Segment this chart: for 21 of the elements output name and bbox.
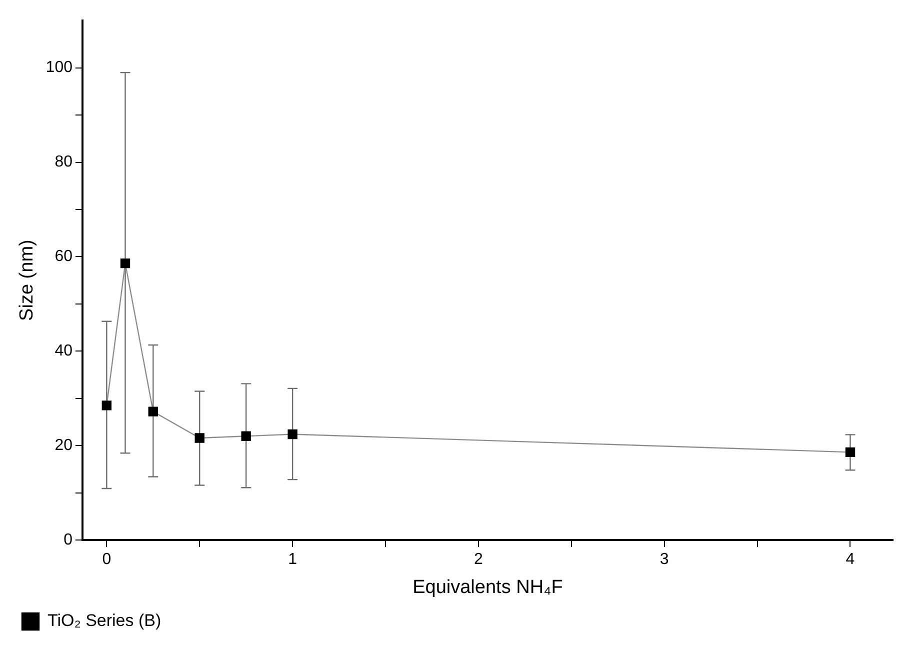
x-tick-label: 3 [660, 551, 669, 568]
y-tick-label: 20 [54, 436, 73, 454]
y-tick-label: 100 [46, 59, 73, 76]
x-tick-label: 1 [288, 551, 298, 568]
point [845, 447, 856, 458]
y-tick-label: 0 [64, 531, 73, 548]
point [148, 406, 158, 416]
y-axis-title: Size (nm) [16, 240, 38, 321]
x-tick-label: 0 [102, 551, 112, 568]
point [288, 429, 298, 440]
legend-label: TiO₂ Series (B) [48, 611, 162, 630]
point [241, 431, 251, 441]
y-tick-label: 80 [54, 154, 73, 171]
x-axis-title: Equivalents NH₄F [412, 576, 563, 598]
point [120, 258, 130, 268]
point [194, 433, 204, 443]
y-tick-label: 60 [54, 248, 73, 266]
x-tick-label: 2 [474, 551, 483, 568]
x-tick-label: 4 [846, 551, 855, 568]
y-tick-label: 40 [54, 342, 73, 360]
point [102, 400, 112, 410]
